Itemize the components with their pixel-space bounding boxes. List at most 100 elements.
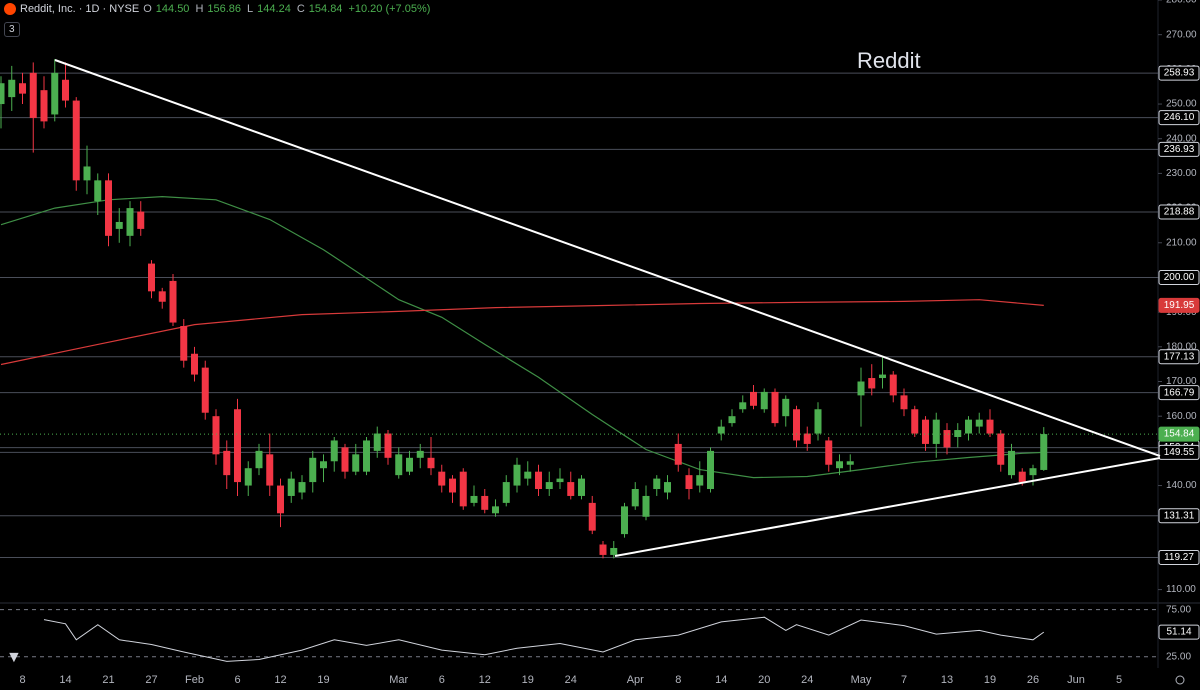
x-tick-label: 27 — [145, 674, 157, 686]
candle-body — [717, 426, 725, 434]
candle-body — [8, 79, 16, 98]
candle-body — [266, 454, 274, 486]
candle-body — [911, 409, 919, 434]
x-tick-label: May — [851, 674, 872, 686]
candle-body — [427, 457, 435, 469]
candle-body — [535, 471, 542, 490]
x-tick-label: 26 — [1027, 674, 1039, 686]
candle-body — [481, 495, 489, 510]
price-label: 236.93 — [1164, 144, 1195, 155]
candle-body — [29, 72, 37, 118]
x-tick-label: Apr — [627, 674, 644, 686]
price-label: 149.55 — [1164, 447, 1195, 458]
candle-body — [567, 482, 575, 496]
x-tick-label: 19 — [317, 674, 329, 686]
x-tick-label: Feb — [185, 674, 204, 686]
moving-average-line — [0, 299, 1044, 366]
trendline-lower — [614, 457, 1161, 557]
candle-body — [201, 367, 209, 413]
x-tick-label: 6 — [234, 674, 240, 686]
candle-body — [642, 495, 650, 517]
candle-body — [793, 409, 800, 441]
rsi-tick-label: 75.00 — [1166, 604, 1191, 615]
candle-body — [115, 221, 123, 229]
price-label: 131.31 — [1164, 510, 1195, 521]
candle-body — [19, 83, 26, 94]
x-tick-label: 14 — [59, 674, 71, 686]
candle-body — [158, 291, 166, 302]
candle-body — [330, 440, 338, 462]
candle-body — [900, 395, 908, 410]
ohlc-key: L — [247, 3, 254, 15]
price-label: 246.10 — [1164, 112, 1195, 123]
candle-body — [62, 79, 69, 101]
x-tick-label: 20 — [758, 674, 770, 686]
x-tick-label: 13 — [941, 674, 953, 686]
candle-body — [836, 461, 843, 469]
candle-body — [320, 461, 327, 469]
x-tick-label: 19 — [984, 674, 996, 686]
x-tick-label: 24 — [801, 674, 813, 686]
candle-body — [105, 180, 112, 236]
y-tick-label: 210.00 — [1166, 237, 1197, 248]
candle-body — [803, 433, 811, 444]
candle-body — [965, 419, 972, 434]
candle-body — [148, 263, 155, 292]
candle-body — [954, 430, 962, 437]
price-label-box — [1158, 426, 1200, 442]
candle-body — [825, 440, 833, 465]
ohlc-key: O — [143, 3, 152, 15]
candle-body — [889, 374, 897, 396]
candle-body — [524, 471, 532, 479]
candle-body — [438, 471, 446, 486]
x-tick-label: 6 — [439, 674, 445, 686]
settings-icon[interactable] — [1175, 675, 1185, 685]
candle-body — [922, 419, 929, 444]
candle-body — [588, 502, 596, 531]
x-tick-label: 8 — [19, 674, 25, 686]
x-tick-label: Mar — [389, 674, 408, 686]
candle-body — [556, 478, 564, 483]
candle-body — [416, 450, 424, 458]
candle-body — [664, 482, 671, 493]
ohlc-value: 144.24 — [257, 3, 291, 15]
candle-body — [223, 450, 231, 476]
candle-body — [180, 326, 188, 361]
price-label: 191.95 — [1164, 300, 1195, 311]
price-label: 258.93 — [1164, 68, 1195, 79]
y-tick-label: 110.00 — [1166, 584, 1196, 595]
candle-body — [621, 506, 628, 535]
candle-body — [449, 478, 456, 493]
candle-body — [459, 471, 467, 507]
price-label-box — [1158, 110, 1200, 126]
candle-body — [728, 416, 736, 424]
chart-title: Reddit — [857, 48, 921, 73]
y-tick-label: 160.00 — [1166, 411, 1197, 422]
candle-body — [244, 468, 252, 486]
candle-body — [631, 489, 639, 507]
candle-body — [707, 450, 714, 490]
x-tick-label: 19 — [522, 674, 534, 686]
ohlc-value: 154.84 — [308, 3, 343, 15]
x-tick-label: 21 — [102, 674, 114, 686]
ohlc-value: 144.50 — [155, 3, 190, 15]
ohlc-key: C — [296, 3, 305, 15]
candle-body — [502, 482, 510, 503]
candle-body — [384, 433, 392, 458]
indicator-toggle[interactable]: 3 — [4, 22, 20, 37]
candle-body — [72, 100, 80, 181]
candle-body — [760, 391, 768, 410]
price-label: 154.84 — [1164, 429, 1195, 440]
candle-body — [545, 482, 553, 490]
candle-body — [492, 506, 499, 514]
y-tick-label: 230.00 — [1166, 168, 1197, 179]
candle-body — [653, 478, 661, 490]
candle-body — [1029, 468, 1037, 476]
price-label: 218.88 — [1164, 207, 1195, 218]
candle-body — [997, 433, 1005, 465]
candle-body — [40, 90, 48, 122]
ohlc-key: H — [195, 3, 204, 15]
symbol-header: Reddit, Inc. · 1D · NYSE O 144.50 H 156.86… — [4, 3, 432, 15]
